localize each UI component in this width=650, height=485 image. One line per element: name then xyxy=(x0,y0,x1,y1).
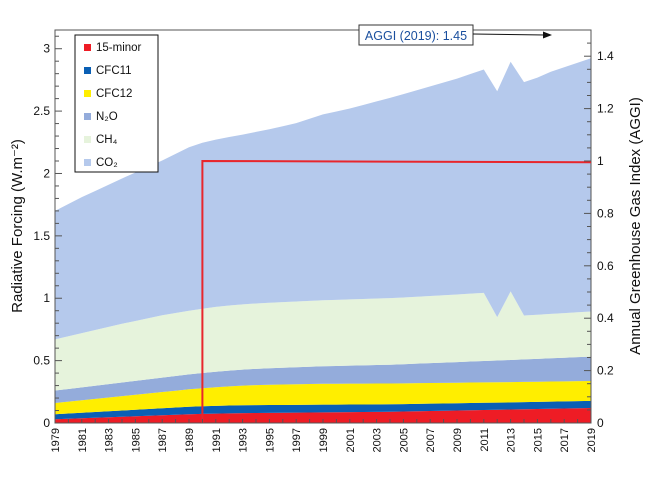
y2-tick-label: 1.4 xyxy=(597,49,614,63)
annotation-arrow xyxy=(472,33,546,36)
y-axis-label: Radiative Forcing (W.m⁻²) xyxy=(9,139,26,313)
area-series-1 xyxy=(55,400,591,420)
y2-tick-label: 0.4 xyxy=(597,311,614,325)
annotation-text: AGGI (2019): 1.45 xyxy=(365,29,467,43)
y-axis-right: 0 0.2 0.4 0.6 0.8 1 1.2 1.4 xyxy=(584,29,614,430)
aggi-annotation: AGGI (2019): 1.45 xyxy=(358,24,552,46)
x-tick-label: 1987 xyxy=(157,428,169,452)
x-tick-label: 1979 xyxy=(50,428,62,452)
area-series-2 xyxy=(55,380,591,415)
y2-tick-label: 0.2 xyxy=(597,364,614,378)
x-tick-label: 1995 xyxy=(264,428,276,452)
legend-label: CFC11 xyxy=(96,65,132,77)
x-tick-label: 2019 xyxy=(586,428,598,452)
legend-label: CFC12 xyxy=(96,88,132,100)
y2-tick-label: 0.8 xyxy=(597,206,614,220)
y-tick-label: 3 xyxy=(43,42,50,56)
y2-tick-label: 1 xyxy=(597,154,604,168)
x-tick-label: 2015 xyxy=(532,428,544,452)
x-tick-label: 1991 xyxy=(211,428,223,452)
legend-box xyxy=(74,34,159,173)
legend: 15-minor CFC11 CFC12 N₂O CH₄ CO₂ xyxy=(74,34,159,173)
x-tick-label: 1981 xyxy=(77,428,89,452)
x-tick-label: 1993 xyxy=(238,428,250,452)
x-axis: 1979 1981 1983 1985 1987 1989 1991 1993 1995 1997… xyxy=(50,419,598,452)
y2-axis-label: Annual Greenhouse Gas Index (AGGI) xyxy=(627,97,644,355)
y-axis-left: 0 0.5 1 1.5 2 2.5 3 xyxy=(33,35,62,430)
y-tick-label: 2 xyxy=(43,166,50,180)
area-series-group xyxy=(55,58,591,423)
y-tick-label: 0.5 xyxy=(33,354,50,368)
x-tick-label: 1999 xyxy=(318,428,330,452)
x-tick-label: 2001 xyxy=(345,428,357,452)
y2-tick-label: 1.2 xyxy=(597,102,614,116)
x-tick-label: 2007 xyxy=(425,428,437,452)
area-series-4 xyxy=(55,291,591,391)
annotation-arrowhead xyxy=(543,31,552,39)
legend-label: 15-minor xyxy=(96,42,142,54)
x-tick-label: 1997 xyxy=(291,428,303,452)
annotation-box xyxy=(358,24,474,46)
y2-tick-label: 0.6 xyxy=(597,259,614,273)
x-tick-label: 2009 xyxy=(452,428,464,452)
legend-swatch xyxy=(84,90,91,97)
legend-swatch xyxy=(84,136,91,143)
x-tick-label: 1989 xyxy=(184,428,196,452)
area-series-5 xyxy=(55,58,591,340)
legend-swatch xyxy=(84,67,91,74)
area-series-3 xyxy=(55,356,591,404)
x-tick-label: 1983 xyxy=(104,428,116,452)
x-tick-label: 1985 xyxy=(130,428,142,452)
legend-label: CH₄ xyxy=(96,134,118,146)
aggi-line-group xyxy=(201,159,592,423)
x-tick-label: 2005 xyxy=(398,428,410,452)
y-tick-label: 2.5 xyxy=(33,104,50,118)
legend-swatch xyxy=(84,159,91,166)
y-tick-label: 1.5 xyxy=(33,229,50,243)
legend-label: CO₂ xyxy=(96,157,118,169)
x-tick-label: 2017 xyxy=(559,428,571,452)
y2-tick-label: 0 xyxy=(597,416,604,430)
legend-swatch xyxy=(84,113,91,120)
y-tick-label: 1 xyxy=(43,291,50,305)
x-tick-label: 2011 xyxy=(479,428,491,452)
x-tick-label: 2013 xyxy=(506,428,518,452)
legend-swatch xyxy=(84,44,91,51)
legend-label: N₂O xyxy=(96,111,118,123)
x-tick-label: 2003 xyxy=(372,428,384,452)
aggi-line xyxy=(201,159,592,423)
y-tick-label: 0 xyxy=(43,416,50,430)
